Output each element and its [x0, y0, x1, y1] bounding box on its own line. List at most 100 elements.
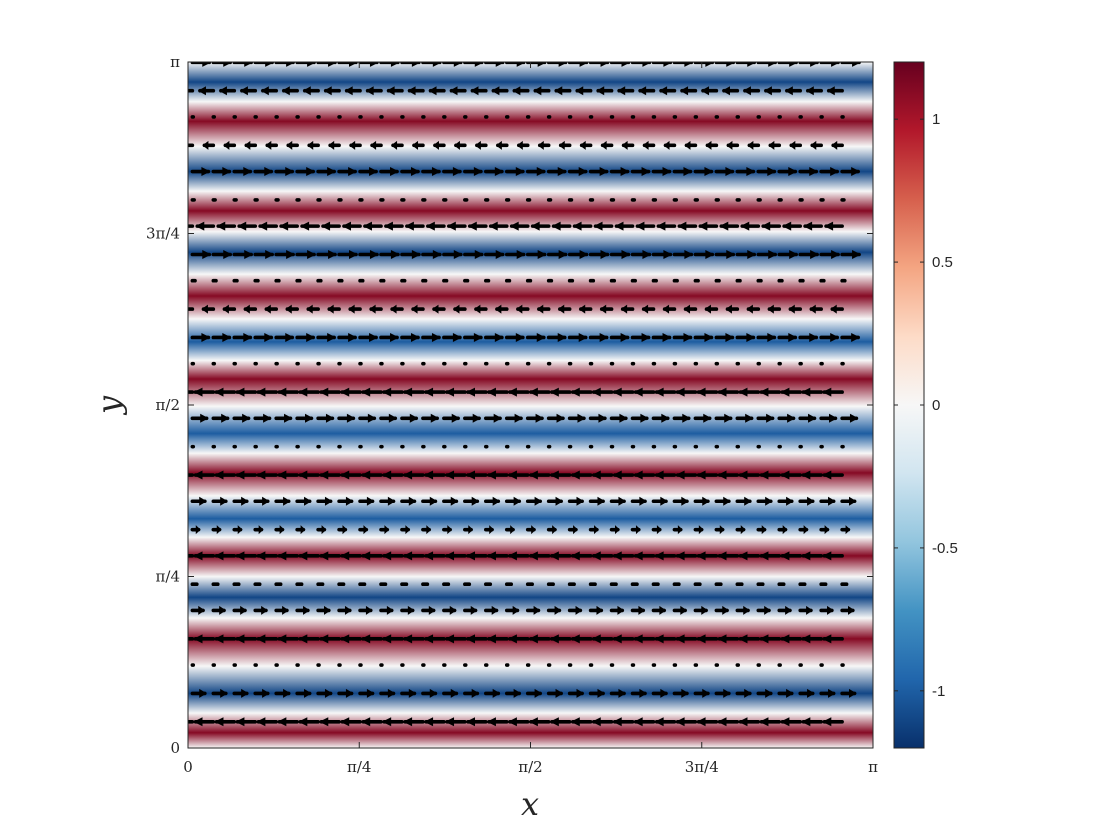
quiver-arrow	[528, 634, 551, 644]
quiver-arrow	[735, 605, 751, 615]
quiver-arrow	[390, 304, 404, 314]
quiver-arrow	[463, 167, 483, 177]
colorbar-tick-label: -1	[932, 683, 945, 700]
quiver-arrow	[609, 250, 631, 260]
quiver-arrow	[549, 387, 572, 397]
quiver-arrow	[365, 86, 383, 96]
y-tick-label: π/4	[156, 567, 180, 585]
quiver-arrow	[400, 525, 411, 535]
quiver-arrow	[337, 496, 354, 506]
quiver-arrow	[445, 551, 467, 561]
quiver-arrow	[237, 221, 258, 231]
quiver-arrow	[424, 470, 446, 480]
quiver-arrow	[651, 413, 670, 423]
quiver-arrow	[693, 605, 709, 615]
quiver-arrow	[777, 496, 794, 506]
quiver-arrow	[591, 470, 614, 480]
quiver-arrow	[253, 688, 270, 698]
quiver-arrow	[570, 634, 593, 644]
quiver-arrow	[442, 688, 459, 698]
quiver-arrow	[617, 86, 635, 96]
quiver-arrow	[840, 332, 861, 342]
quiver-arrow	[188, 554, 195, 558]
quiver-arrow	[295, 167, 316, 177]
quiver-arrow	[693, 496, 710, 506]
quiver-arrow	[321, 221, 341, 231]
quiver-arrow	[525, 605, 541, 615]
quiver-arrow	[190, 167, 211, 177]
quiver-arrow	[782, 221, 803, 231]
quiver-arrow	[780, 470, 803, 480]
quiver-arrow	[316, 167, 337, 177]
quiver-arrow	[809, 304, 823, 314]
quiver-arrow	[756, 413, 775, 423]
quiver-arrow	[274, 605, 289, 615]
quiver-arrow	[530, 221, 551, 231]
quiver-arrow	[277, 717, 299, 727]
quiver-arrow	[738, 551, 761, 561]
quiver-arrow	[759, 387, 782, 397]
quiver-arrow	[494, 304, 509, 314]
quiver-arrow	[735, 413, 754, 423]
quiver-arrow	[222, 304, 237, 314]
quiver-arrow	[693, 167, 714, 177]
quiver-arrow	[369, 304, 383, 314]
quiver-arrow	[307, 140, 320, 150]
quiver-arrow	[717, 470, 740, 480]
quiver-arrow	[588, 332, 609, 342]
quiver-arrow	[630, 605, 646, 615]
x-tick-label: π/4	[347, 758, 371, 776]
quiver-arrow	[211, 688, 228, 698]
quiver-arrow	[525, 525, 536, 535]
quiver-arrow	[609, 688, 627, 698]
quiver-arrow	[295, 496, 312, 506]
quiver-arrow	[340, 634, 362, 644]
quiver-arrow	[525, 688, 543, 698]
quiver-arrow	[463, 496, 480, 506]
quiver-arrow	[235, 634, 258, 644]
quiver-arrow	[819, 413, 838, 423]
quiver-row	[190, 496, 857, 506]
quiver-arrow	[633, 634, 656, 644]
quiver-arrow	[777, 605, 792, 615]
y-axis-title: y	[90, 395, 128, 416]
quiver-arrow	[756, 332, 777, 342]
colorbar-tick-label: -0.5	[932, 540, 958, 557]
quiver-arrow	[442, 525, 453, 535]
quiver-row	[188, 140, 844, 150]
quiver-arrow	[495, 140, 509, 150]
quiver-arrow	[349, 140, 362, 150]
quiver-arrow	[507, 551, 530, 561]
quiver-arrow	[298, 470, 320, 480]
quiver-arrow	[546, 250, 568, 260]
quiver-arrow	[253, 332, 274, 342]
quiver-arrow	[599, 304, 614, 314]
quiver-arrow	[546, 167, 567, 177]
quiver-arrow	[463, 525, 474, 535]
quiver-arrow	[612, 387, 635, 397]
quiver-arrow	[528, 387, 551, 397]
quiver-arrow	[400, 605, 415, 615]
quiver-arrow	[260, 86, 279, 96]
quiver-arrow	[567, 250, 589, 260]
quiver-arrow	[504, 688, 522, 698]
quiver-arrow	[507, 634, 530, 644]
quiver-arrow	[612, 634, 635, 644]
quiver-arrow	[759, 717, 782, 727]
quiver-arrow	[777, 413, 796, 423]
quiver-arrow	[672, 605, 688, 615]
quiver-arrow	[504, 605, 520, 615]
quiver-arrow	[442, 605, 457, 615]
y-tick-label: 3π/4	[146, 224, 180, 242]
quiver-arrow	[654, 387, 677, 397]
quiver-arrow	[609, 413, 628, 423]
quiver-arrow	[491, 86, 509, 96]
quiver-arrow	[486, 634, 509, 644]
quiver-arrow	[370, 140, 383, 150]
quiver-arrow	[445, 717, 467, 727]
quiver-arrow	[651, 605, 667, 615]
quiver-arrow	[588, 413, 607, 423]
quiver-arrow	[819, 605, 834, 615]
quiver-arrow	[400, 167, 420, 177]
